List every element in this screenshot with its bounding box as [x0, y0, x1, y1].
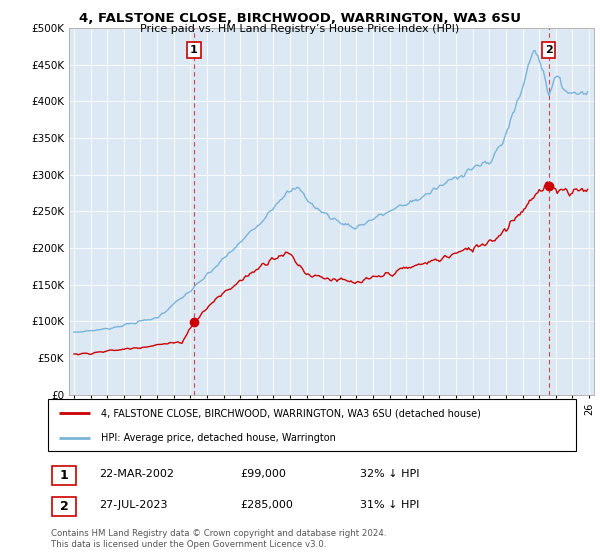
Text: 1: 1	[190, 45, 198, 55]
FancyBboxPatch shape	[48, 399, 576, 451]
FancyBboxPatch shape	[52, 497, 76, 516]
Text: 1: 1	[60, 469, 68, 482]
Text: 27-JUL-2023: 27-JUL-2023	[99, 500, 167, 510]
FancyBboxPatch shape	[52, 466, 76, 485]
Text: £99,000: £99,000	[240, 469, 286, 479]
Text: HPI: Average price, detached house, Warrington: HPI: Average price, detached house, Warr…	[101, 433, 335, 443]
Text: Price paid vs. HM Land Registry’s House Price Index (HPI): Price paid vs. HM Land Registry’s House …	[140, 24, 460, 34]
Text: Contains HM Land Registry data © Crown copyright and database right 2024.
This d: Contains HM Land Registry data © Crown c…	[51, 529, 386, 549]
Text: 32% ↓ HPI: 32% ↓ HPI	[360, 469, 419, 479]
Text: 2: 2	[545, 45, 553, 55]
Text: 4, FALSTONE CLOSE, BIRCHWOOD, WARRINGTON, WA3 6SU: 4, FALSTONE CLOSE, BIRCHWOOD, WARRINGTON…	[79, 12, 521, 25]
Text: 4, FALSTONE CLOSE, BIRCHWOOD, WARRINGTON, WA3 6SU (detached house): 4, FALSTONE CLOSE, BIRCHWOOD, WARRINGTON…	[101, 408, 481, 418]
Text: £285,000: £285,000	[240, 500, 293, 510]
Text: 22-MAR-2002: 22-MAR-2002	[99, 469, 174, 479]
Text: 31% ↓ HPI: 31% ↓ HPI	[360, 500, 419, 510]
Text: 2: 2	[60, 500, 68, 514]
